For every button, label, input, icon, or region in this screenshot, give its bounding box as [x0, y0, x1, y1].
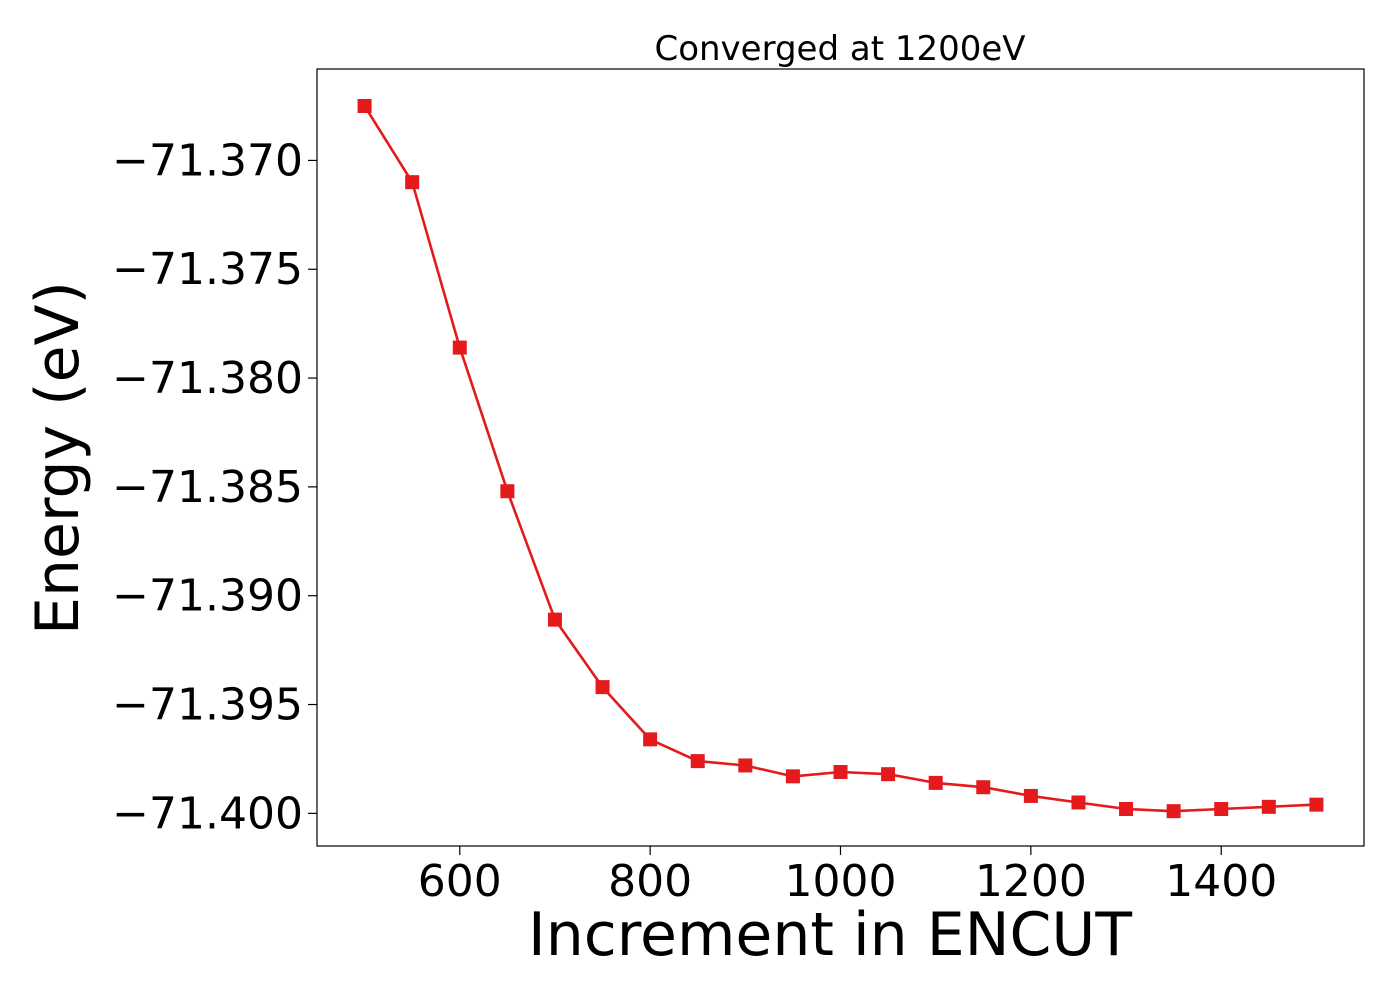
data-point — [976, 780, 991, 795]
x-axis: 600 800 1000 1200 1400 — [418, 846, 1277, 907]
data-point — [405, 175, 420, 190]
x-tick-label: 1200 — [975, 856, 1087, 907]
data-point — [1023, 788, 1038, 803]
x-tick-label: 1000 — [785, 856, 897, 907]
data-point — [1166, 804, 1181, 819]
y-tick-label: −71.400 — [112, 788, 303, 839]
data-point — [1261, 799, 1276, 814]
data-point — [690, 754, 705, 769]
data-point — [1309, 797, 1324, 812]
data-point — [357, 99, 372, 113]
y-tick-label: −71.380 — [112, 353, 303, 404]
series-layer — [357, 99, 1324, 819]
data-point — [643, 732, 658, 747]
data-point — [547, 612, 562, 627]
x-axis-label: Increment in ENCUT — [528, 900, 1132, 970]
data-point — [452, 340, 467, 355]
y-axis-label: Energy (eV) — [23, 281, 93, 635]
chart-title: Converged at 1200eV — [654, 29, 1025, 69]
data-point — [785, 769, 800, 784]
data-point — [928, 775, 943, 790]
data-point — [833, 765, 848, 779]
y-tick-label: −71.390 — [112, 571, 303, 622]
x-tick-label: 800 — [608, 856, 692, 907]
y-tick-label: −71.370 — [112, 135, 303, 186]
plot-area — [316, 68, 1365, 847]
x-tick-label: 600 — [418, 856, 502, 907]
y-axis: −71.370 −71.375 −71.380 −71.385 −71.390 −71.3… — [112, 135, 317, 839]
data-point — [1214, 802, 1229, 816]
y-tick-label: −71.395 — [112, 680, 303, 731]
y-tick-label: −71.375 — [112, 244, 303, 295]
data-point — [1071, 795, 1086, 810]
data-point — [500, 484, 515, 499]
x-tick-label: 1400 — [1165, 856, 1277, 907]
y-tick-label: −71.385 — [112, 462, 303, 513]
data-point — [738, 758, 753, 773]
data-point — [1119, 802, 1134, 816]
data-point — [881, 767, 896, 782]
data-point — [595, 680, 610, 695]
